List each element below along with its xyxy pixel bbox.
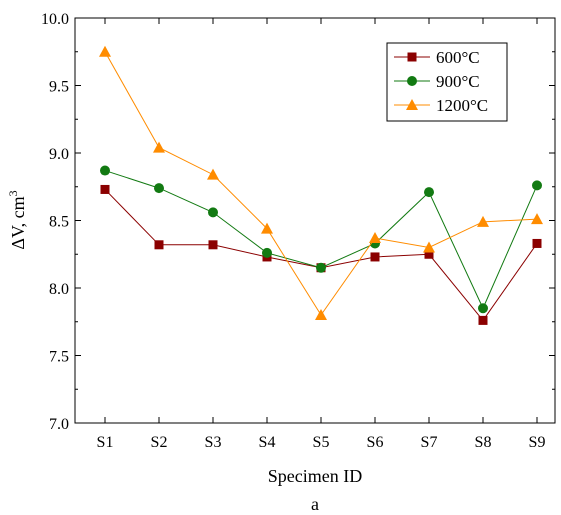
- x-tick-label: S5: [313, 434, 330, 451]
- data-point-600C: [424, 249, 434, 259]
- x-tick-label: S8: [475, 434, 492, 451]
- data-point-1200C: [99, 45, 111, 57]
- x-tick-label: S9: [529, 434, 546, 451]
- data-point-1200C: [369, 232, 381, 244]
- legend-label: 1200°C: [436, 96, 488, 115]
- data-point-900C: [154, 183, 164, 194]
- data-point-900C: [208, 207, 218, 218]
- y-tick-label: 9.0: [49, 146, 69, 163]
- y-tick-label: 7.5: [49, 349, 69, 366]
- x-tick-label: S6: [367, 434, 384, 451]
- data-point-600C: [100, 184, 110, 194]
- legend-box: [386, 42, 508, 122]
- data-point-900C: [316, 262, 326, 273]
- data-point-600C: [478, 315, 488, 325]
- x-tick-label: S4: [259, 434, 276, 451]
- figure-caption: a: [311, 494, 319, 514]
- data-point-1200C: [207, 168, 219, 180]
- x-axis-ticks: S1 S2 S3 S4 S5 S6 S7 S8 S9: [97, 18, 546, 451]
- series-line-600C: [104, 189, 538, 322]
- legend-label: 900°C: [436, 72, 480, 91]
- legend-marker: [407, 76, 417, 86]
- data-point-900C: [262, 247, 272, 258]
- y-tick-label: 10.0: [41, 11, 69, 28]
- legend-item-600C: 600°C: [394, 48, 480, 67]
- legend-marker: [407, 52, 417, 62]
- y-tick-label: 8.5: [49, 214, 69, 231]
- legend-label: 600°C: [436, 48, 480, 67]
- x-tick-label: S7: [421, 434, 438, 451]
- y-tick-label: 9.5: [49, 79, 69, 96]
- data-point-600C: [208, 240, 218, 250]
- data-point-600C: [370, 252, 380, 262]
- y-axis-ticks: 7.0 7.5 8.0 8.5 9.0 9.5 10.0: [41, 11, 555, 433]
- series-600C: [100, 184, 542, 325]
- legend-marker: [406, 99, 418, 110]
- data-point-900C: [478, 303, 488, 314]
- legend-item-900C: 900°C: [394, 72, 480, 91]
- series-layer: [99, 45, 543, 325]
- x-tick-label: S1: [97, 434, 114, 451]
- data-point-600C: [532, 238, 542, 248]
- x-tick-label: S3: [205, 434, 222, 451]
- legend-items: 600°C 900°C 1200°C: [394, 48, 488, 115]
- data-point-600C: [154, 240, 164, 250]
- data-point-1200C: [477, 215, 489, 227]
- data-point-1200C: [261, 222, 273, 234]
- x-axis-label: Specimen ID: [268, 466, 362, 486]
- legend-item-1200C: 1200°C: [394, 96, 488, 115]
- y-axis-label-text: ΔV, cm: [8, 196, 28, 249]
- data-point-1200C: [153, 141, 165, 153]
- x-tick-label: S2: [151, 434, 168, 451]
- y-tick-label: 8.0: [49, 281, 69, 298]
- data-point-900C: [424, 187, 434, 198]
- series-line-900C: [104, 170, 538, 310]
- data-point-900C: [532, 180, 542, 191]
- series-900C: [100, 165, 542, 314]
- data-point-1200C: [531, 213, 543, 225]
- y-axis-label-superscript: 3: [6, 190, 20, 196]
- data-point-1200C: [315, 309, 327, 320]
- legend: 600°C 900°C 1200°C: [386, 42, 508, 122]
- y-axis-label: ΔV, cm3: [6, 190, 28, 249]
- data-point-1200C: [423, 241, 435, 253]
- series-1200C: [99, 45, 543, 320]
- y-tick-label: 7.0: [49, 416, 69, 433]
- y-axis-label-group: ΔV, cm3: [6, 190, 28, 249]
- data-point-900C: [100, 165, 110, 176]
